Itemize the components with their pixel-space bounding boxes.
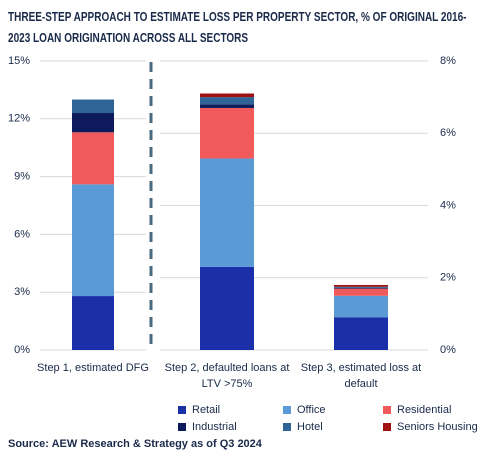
legend-swatch xyxy=(178,406,186,414)
y-tick-label: 3% xyxy=(14,286,30,298)
y-tick-label: 6% xyxy=(14,228,30,240)
bar-segment xyxy=(334,288,388,296)
bar-segment xyxy=(200,107,254,159)
bar-segment xyxy=(200,93,254,98)
bar-segment xyxy=(72,113,114,133)
legend-label: Hotel xyxy=(297,421,323,433)
x-tick-label: Step 1, estimated DFG xyxy=(37,362,149,374)
legend-label: Industrial xyxy=(192,421,237,433)
y-tick-label: 15% xyxy=(8,55,30,67)
bar-segment xyxy=(334,286,388,288)
bar-segment xyxy=(200,97,254,105)
legend-swatch xyxy=(383,406,391,414)
bar-segment xyxy=(334,284,388,287)
y-tick-label: 0% xyxy=(440,344,456,356)
x-tick-label: Step 2, defaulted loans at LTV >75% xyxy=(164,362,290,390)
bar-segment xyxy=(72,99,114,114)
bar-segment xyxy=(334,317,388,350)
legend-label: Seniors Housing xyxy=(397,421,478,433)
bar-segment xyxy=(72,132,114,185)
legend-swatch xyxy=(283,423,291,431)
y-tick-label: 8% xyxy=(440,55,456,67)
bar-segment xyxy=(200,158,254,267)
legend-swatch xyxy=(383,423,391,431)
bar-segment xyxy=(200,266,254,350)
x-tick-label: Step 3, estimated loss at default xyxy=(300,362,422,390)
y-tick-label: 0% xyxy=(14,344,30,356)
legend-swatch xyxy=(178,423,186,431)
bar-segment xyxy=(200,104,254,108)
y-tick-label: 6% xyxy=(440,127,456,139)
y-tick-label: 12% xyxy=(8,113,30,125)
bar-segment xyxy=(334,295,388,318)
bar-segment xyxy=(334,287,388,289)
y-tick-label: 9% xyxy=(14,171,30,183)
bar-segment xyxy=(72,184,114,297)
bar-segment xyxy=(72,296,114,350)
legend-swatch xyxy=(283,406,291,414)
legend-label: Residential xyxy=(397,404,451,416)
y-tick-label: 4% xyxy=(440,199,456,211)
y-tick-label: 2% xyxy=(440,272,456,284)
chart-title: THREE-STEP APPROACH TO ESTIMATE LOSS PER… xyxy=(8,9,467,45)
legend-label: Office xyxy=(297,404,326,416)
source: Source: AEW Research & Strategy as of Q3… xyxy=(8,438,262,450)
legend-label: Retail xyxy=(192,404,220,416)
